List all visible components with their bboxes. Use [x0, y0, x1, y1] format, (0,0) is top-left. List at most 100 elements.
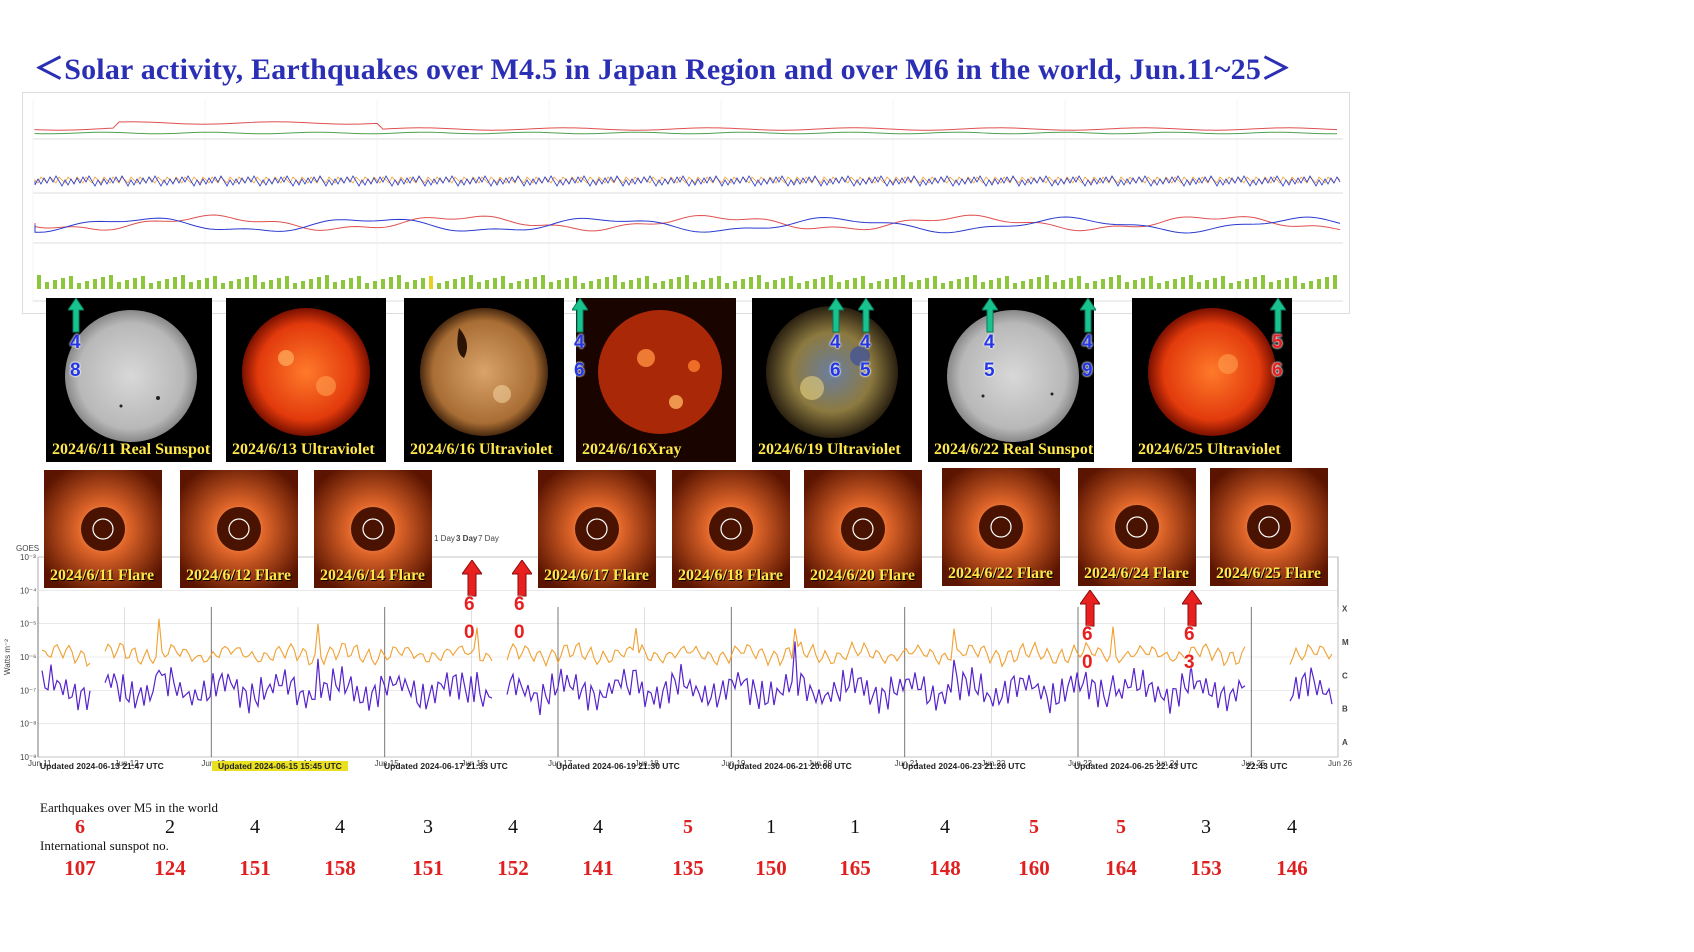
chart-updated-label: Updated 2024-06-21 20:06 UTC	[728, 761, 852, 771]
earthquake-count: 6	[75, 816, 85, 838]
x-tick-label: Jun 19	[721, 759, 746, 768]
world-quake-arrow	[461, 559, 483, 598]
world-quake-magnitude-digit: 6	[514, 594, 525, 615]
chart-range-tab[interactable]: 3 Day	[456, 535, 478, 543]
x-tick-label: Jun 18	[635, 759, 660, 768]
uv-image-0625: 2024/6/25 Ultraviolet	[1132, 298, 1292, 462]
flare-class-label: X	[1342, 605, 1348, 614]
x-tick-label: Jun 21	[895, 759, 920, 768]
japan-quake-magnitude-digit: 4	[574, 332, 585, 353]
sunspot-number: 165	[839, 856, 871, 880]
sunspot-number: 150	[755, 856, 787, 880]
x-tick-label: Jun 17	[548, 759, 573, 768]
japan-quake-arrow	[1079, 297, 1097, 334]
japan-quake-arrow	[857, 297, 875, 334]
earthquake-count: 2	[165, 816, 175, 838]
japan-quake-arrow	[67, 297, 85, 334]
chart-updated-label: Updated 2024-06-19 21:30 UTC	[556, 761, 680, 771]
x-tick-label: Jun 12	[115, 759, 140, 768]
chart-updated-label: Updated 2024-06-25 22:43 UTC	[1074, 761, 1198, 771]
x-tick-label: Jun 24	[1155, 759, 1180, 768]
sunspot-number: 152	[497, 856, 529, 880]
tile-label: 2024/6/25 Ultraviolet	[1138, 441, 1281, 458]
goes-xray-chart: 10⁻³ 10⁻⁴ 10⁻⁵ 10⁻⁶ 10⁻⁷ 10⁻⁸ 10⁻⁹ Watts m⁻² GOE…	[3, 535, 1353, 768]
sunspot-number: 160	[1018, 856, 1050, 880]
japan-quake-magnitude-digit: 4	[70, 332, 81, 353]
chart-updated-label: Updated 2024-06-15 15:45 UTC	[212, 761, 348, 771]
y-tick-label: 10⁻⁹	[20, 753, 37, 762]
tile-label: 2024/6/13 Ultraviolet	[232, 441, 375, 458]
x-tick-label: Jun 26	[1328, 759, 1353, 768]
x-tick-label: Jun 20	[808, 759, 833, 768]
japan-quake-magnitude-digit: 4	[830, 332, 841, 353]
y-tick-label: 10⁻⁸	[20, 720, 37, 729]
flare-class-label: C	[1342, 671, 1348, 680]
earthquake-row-label: Earthquakes over M5 in the world	[40, 800, 218, 815]
uv-image-0616: 2024/6/16 Ultraviolet	[404, 298, 564, 462]
uv-image-0619: 2024/6/19 Ultraviolet	[752, 298, 912, 462]
earthquake-count: 3	[1201, 816, 1211, 838]
y-tick-label: 10⁻⁵	[20, 620, 36, 629]
japan-quake-magnitude-digit: 6	[574, 360, 585, 381]
japan-quake-magnitude-digit: 4	[860, 332, 871, 353]
x-tick-label: Jun 15	[375, 759, 400, 768]
japan-quake-magnitude-digit: 5	[1272, 332, 1283, 353]
earthquake-count: 4	[508, 816, 518, 838]
world-quake-magnitude-digit: 6	[1184, 624, 1195, 645]
world-quake-magnitude-digit: 6	[464, 594, 475, 615]
tile-label: 2024/6/19 Ultraviolet	[758, 441, 901, 458]
flare-coronagraph-image: 2024/6/17 Flare	[538, 470, 656, 588]
earthquake-count: 1	[766, 816, 776, 838]
sunspot-number: 148	[929, 856, 961, 880]
tile-label: 2024/6/11 Real Sunspot	[52, 441, 211, 458]
earthquake-count: 4	[250, 816, 260, 838]
earthquake-count: 5	[1116, 816, 1126, 838]
chart-updated-label: Updated 2024-06-23 21:20 UTC	[902, 761, 1026, 771]
japan-quake-magnitude-digit: 8	[70, 360, 81, 381]
flare-label: 2024/6/11 Flare	[50, 567, 155, 584]
japan-quake-arrow	[827, 297, 845, 334]
sunspot-number: 158	[324, 856, 356, 880]
flare-coronagraph-image: 2024/6/24 Flare	[1078, 468, 1196, 586]
goes-label: GOES	[16, 544, 39, 553]
y-tick-label: 10⁻³	[20, 553, 36, 562]
flare-label: 2024/6/24 Flare	[1084, 565, 1190, 582]
sunspot-image-0611: 2024/6/11 Real Sunspot	[46, 298, 212, 462]
sunspot-number: 153	[1190, 856, 1222, 880]
japan-quake-magnitude-digit: 4	[1082, 332, 1093, 353]
flare-coronagraph-image: 2024/6/18 Flare	[672, 470, 790, 588]
chart-range-tab[interactable]: 7 Day	[478, 535, 499, 543]
japan-quake-magnitude-digit: 9	[1082, 360, 1093, 381]
flare-label: 2024/6/17 Flare	[544, 567, 650, 584]
sunspot-image-0622: 2024/6/22 Real Sunspot	[928, 298, 1094, 462]
japan-quake-arrow	[1269, 297, 1287, 334]
earthquake-count: 4	[335, 816, 345, 838]
x-tick-label: Jun 25	[1241, 759, 1266, 768]
japan-quake-magnitude-digit: 5	[860, 360, 871, 381]
sunspot-number: 124	[154, 856, 186, 880]
world-quake-magnitude-digit: 0	[1082, 652, 1093, 673]
tile-label: 2024/6/16 Ultraviolet	[410, 441, 553, 458]
y-tick-label: 10⁻⁷	[20, 686, 36, 695]
chart-range-tab[interactable]: 1 Day	[434, 535, 455, 543]
chart-updated-label: Updated 2024-06-17 21:33 UTC	[384, 761, 508, 771]
sunspot-number: 151	[239, 856, 271, 880]
xray-long-series	[41, 618, 1333, 668]
flare-class-label: M	[1342, 638, 1349, 647]
tile-label: 2024/6/22 Real Sunspot	[934, 441, 1094, 458]
y-axis-label: Watts m⁻²	[3, 639, 12, 675]
world-quake-magnitude-digit: 3	[1184, 652, 1195, 673]
y-tick-label: 10⁻⁶	[20, 653, 36, 662]
sunspot-number: 135	[672, 856, 704, 880]
japan-quake-magnitude-digit: 4	[984, 332, 995, 353]
flare-label: 2024/6/22 Flare	[948, 565, 1054, 582]
flare-coronagraph-image: 2024/6/14 Flare	[314, 470, 432, 588]
flare-coronagraph-image: 2024/6/20 Flare	[804, 470, 922, 588]
world-quake-arrow	[511, 559, 533, 598]
sunspot-number: 151	[412, 856, 444, 880]
sunspot-number: 146	[1276, 856, 1308, 880]
space-weather-panels	[22, 92, 1350, 314]
sunspot-number: 164	[1105, 856, 1137, 880]
x-tick-label: Jun 22	[981, 759, 1006, 768]
earthquake-count: 4	[940, 816, 950, 838]
